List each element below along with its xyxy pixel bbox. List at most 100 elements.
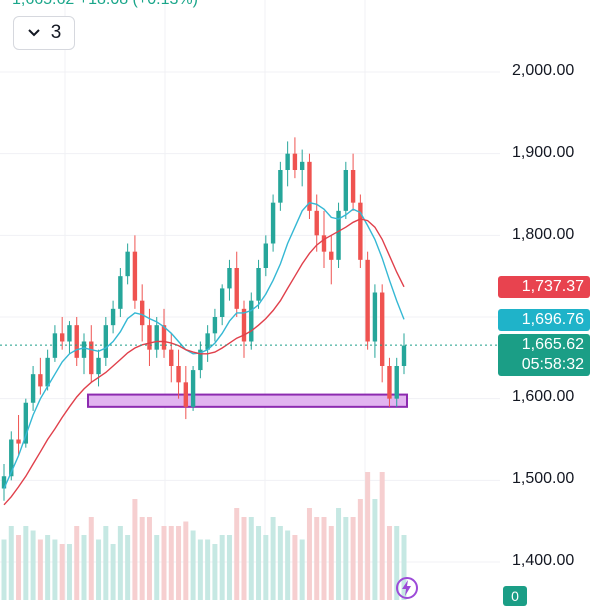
- candle-body: [45, 357, 50, 387]
- volume-bars: [1, 472, 407, 600]
- volume-bar: [365, 472, 371, 600]
- volume-bar: [74, 526, 80, 600]
- price-tick: 1,800.00: [512, 226, 575, 243]
- candle-body: [394, 366, 399, 399]
- volume-bar: [125, 535, 131, 600]
- volume-bar: [306, 508, 312, 600]
- candle-body: [118, 276, 123, 309]
- volume-bar: [168, 526, 174, 600]
- volume-bar: [277, 526, 283, 600]
- candle-body: [379, 292, 385, 366]
- candle-body: [154, 325, 159, 350]
- volume-bar: [103, 526, 109, 600]
- candle-body: [23, 402, 29, 444]
- candle-body: [343, 170, 349, 211]
- price-tick: 1,400.00: [512, 552, 575, 569]
- candle-body: [278, 170, 283, 203]
- interval-value: 3: [50, 22, 62, 43]
- volume-bar: [336, 508, 342, 600]
- candle-body: [292, 153, 298, 170]
- volume-bar: [161, 526, 167, 600]
- candle-body: [81, 341, 87, 358]
- lightning-icon[interactable]: [395, 576, 419, 600]
- volume-bar: [321, 517, 327, 600]
- candle-body: [16, 439, 21, 444]
- candle-body: [256, 268, 261, 301]
- candle-body: [183, 382, 189, 407]
- candle-body: [52, 333, 58, 358]
- candle-body: [249, 300, 254, 342]
- candle-body: [110, 308, 116, 326]
- candle-body: [227, 268, 232, 289]
- volume-bar: [394, 526, 400, 600]
- candle-body: [74, 325, 79, 358]
- volume-bar: [176, 526, 182, 600]
- candle-body: [1, 476, 7, 489]
- volume-bar: [30, 530, 36, 600]
- volume-bar: [16, 535, 22, 600]
- candle-body: [321, 235, 327, 252]
- volume-bar: [139, 517, 145, 600]
- last-price-value: 1,665.62: [521, 336, 584, 353]
- price-tick: 1,600.00: [512, 388, 575, 405]
- volume-bar: [386, 526, 392, 600]
- volume-bar: [59, 544, 65, 600]
- candle-body: [299, 161, 305, 170]
- volume-bar: [234, 508, 240, 600]
- volume-bar: [146, 517, 152, 600]
- candlestick-series: [1, 137, 407, 501]
- candle-body: [314, 210, 319, 236]
- candle-body: [387, 366, 392, 399]
- ma-fast-price-label: 1,696.76: [498, 309, 590, 331]
- volume-bar: [23, 526, 29, 600]
- candle-body: [285, 153, 290, 170]
- volume-bar: [379, 472, 385, 600]
- candle-body: [103, 325, 109, 358]
- volume-bar: [372, 499, 378, 600]
- volume-bar: [96, 539, 102, 600]
- candle-body: [89, 341, 94, 375]
- volume-bar: [212, 544, 218, 600]
- candle-body: [263, 243, 269, 268]
- candle-body: [38, 374, 43, 387]
- volume-bar: [299, 539, 305, 600]
- volume-bar: [357, 499, 363, 600]
- volume-badge: 0: [503, 586, 527, 606]
- chevron-down-icon: [27, 29, 40, 37]
- bar-countdown: 05:58:32: [521, 356, 584, 373]
- candle-body: [161, 325, 167, 350]
- volume-bar: [241, 517, 247, 600]
- volume-bar: [52, 539, 58, 600]
- volume-bar: [190, 530, 196, 600]
- candle-body: [67, 325, 72, 342]
- support-zone-rectangle[interactable]: [87, 393, 408, 408]
- interval-button[interactable]: 3: [13, 16, 75, 50]
- volume-bar: [292, 535, 298, 600]
- candle-body: [336, 210, 341, 260]
- candle-body: [169, 349, 174, 366]
- volume-bar: [256, 526, 262, 600]
- candle-body: [270, 202, 276, 244]
- candle-body: [241, 308, 247, 342]
- candle-body: [96, 357, 101, 375]
- volume-bar: [248, 517, 254, 600]
- volume-bar: [1, 539, 7, 600]
- price-tick: 1,900.00: [512, 144, 575, 161]
- volume-bar: [343, 517, 349, 600]
- volume-bar: [285, 530, 291, 600]
- volume-bar: [226, 535, 232, 600]
- candle-body: [372, 292, 378, 342]
- candle-body: [212, 317, 218, 334]
- candle-body: [59, 333, 65, 342]
- candle-body: [205, 333, 210, 350]
- volume-bar: [219, 535, 225, 600]
- candle-body: [190, 370, 196, 407]
- last-price-label: 1,665.62 05:58:32: [498, 334, 590, 376]
- ticker-line: 1,665.62 +18.08 (+0.13%): [12, 0, 198, 9]
- volume-bar: [117, 526, 123, 600]
- price-tick: 2,000.00: [512, 62, 575, 79]
- candle-body: [219, 288, 225, 317]
- volume-bar: [183, 521, 189, 600]
